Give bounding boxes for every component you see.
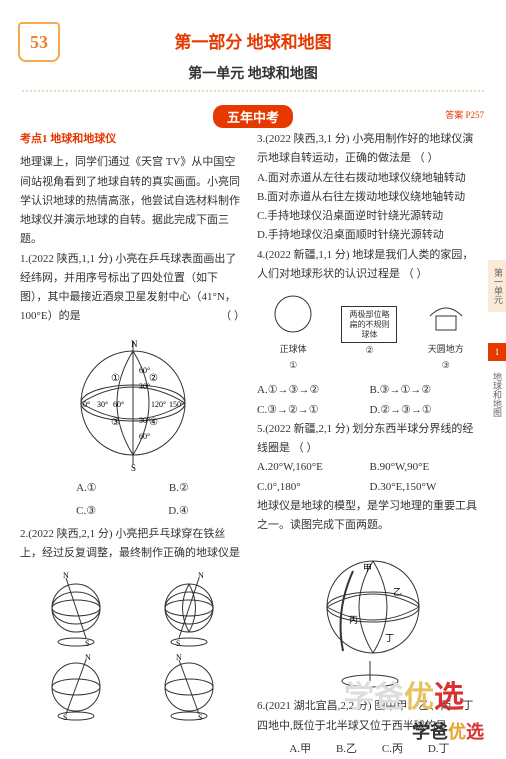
label-n: N bbox=[131, 339, 138, 349]
svg-text:甲: 甲 bbox=[363, 563, 372, 573]
q3-opt-a: A.面对赤道从左往右拨动地球仪绕地轴转动 bbox=[257, 169, 482, 188]
svg-text:150°: 150° bbox=[169, 400, 184, 409]
side-tab-page: 1 bbox=[488, 343, 506, 361]
opt-c: C.③ bbox=[76, 502, 96, 521]
opt-b: B.② bbox=[169, 479, 189, 498]
q5-c: C.0°,180° bbox=[257, 478, 370, 497]
shape3-label: 天圆地方 bbox=[422, 342, 470, 358]
q4-options: A.①→③→② B.③→①→② C.③→②→① D.②→③→① bbox=[257, 381, 482, 420]
svg-text:60°: 60° bbox=[113, 400, 124, 409]
mini-globe-d: N S bbox=[154, 652, 224, 722]
q1-options: A.① B.② bbox=[40, 479, 225, 498]
mini-globe-b: N S bbox=[154, 568, 224, 648]
svg-text:60°: 60° bbox=[139, 432, 150, 441]
globe-on-stand: 甲 乙 丙 丁 bbox=[295, 541, 445, 691]
divider bbox=[20, 90, 486, 92]
q5-post: 地球仪是地球的模型，是学习地理的重要工具之一。读图完成下面两题。 bbox=[257, 497, 482, 536]
part-title: 第一部分 地球和地图 bbox=[0, 28, 506, 53]
svg-text:④: ④ bbox=[149, 417, 158, 428]
svg-text:S: S bbox=[176, 639, 180, 648]
svg-text:S: S bbox=[85, 639, 89, 648]
right-column: 3.(2022 陕西,3,1 分) 小亮用制作好的地球仪演示地球自转运动，正确的… bbox=[257, 130, 482, 730]
q4-c: C.③→②→① bbox=[257, 401, 370, 420]
watermark-2: 学爸优选 bbox=[412, 718, 484, 744]
side-tab-chapter: 地球和地图 bbox=[488, 368, 506, 421]
svg-text:丁: 丁 bbox=[385, 633, 394, 643]
svg-text:丙: 丙 bbox=[349, 615, 358, 625]
q3-opt-b: B.面对赤道从右往左拨动地球仪绕地轴转动 bbox=[257, 188, 482, 207]
question-1: 1.(2022 陕西,1,1 分) 小亮在乒乓球表面画出了经纬网，并用序号标出了… bbox=[20, 250, 245, 327]
q1-text: 1.(2022 陕西,1,1 分) 小亮在乒乓球表面画出了经纬网，并用序号标出了… bbox=[20, 253, 236, 323]
shape-3: 天圆地方 ③ bbox=[422, 292, 470, 373]
question-2: 2.(2022 陕西,2,1 分) 小亮把乒乓球穿在铁丝上，经过反复调整，最终制… bbox=[20, 525, 245, 564]
mini-globe-c: N S bbox=[41, 652, 111, 722]
opt-a: A.① bbox=[76, 479, 97, 498]
globe-row-2: N S N S bbox=[20, 652, 245, 722]
shape1-label: 正球体 bbox=[269, 342, 317, 358]
svg-text:②: ② bbox=[149, 373, 158, 384]
mini-globe-a: N S bbox=[41, 568, 111, 648]
svg-text:③: ③ bbox=[111, 417, 120, 428]
q6-c: C.丙 bbox=[382, 740, 403, 759]
q4-b: B.③→①→② bbox=[370, 381, 483, 400]
shape2-label: 两极部位略扁的不规则球体 bbox=[341, 306, 397, 343]
q5-a: A.20°W,160°E bbox=[257, 458, 370, 477]
svg-text:N: N bbox=[198, 571, 204, 580]
shape-2: 两极部位略扁的不规则球体 ② bbox=[341, 306, 397, 359]
q4-d: D.②→③→① bbox=[370, 401, 483, 420]
q2-text: 2.(2022 陕西,2,1 分) 小亮把乒乓球穿在铁丝上，经过反复调整，最终制… bbox=[20, 528, 240, 559]
svg-text:S: S bbox=[198, 713, 202, 722]
shape-row: 正球体 ① 两极部位略扁的不规则球体 ② 天圆地方 ③ bbox=[257, 292, 482, 373]
q4-a: A.①→③→② bbox=[257, 381, 370, 400]
svg-text:N: N bbox=[176, 653, 182, 662]
q3-opt-d: D.手持地球仪沿桌面顺时针绕光源转动 bbox=[257, 226, 482, 245]
q1-blank: （ ） bbox=[220, 307, 245, 326]
q6-a: A.甲 bbox=[289, 740, 311, 759]
side-tab-unit: 第一单元 bbox=[488, 260, 506, 312]
svg-text:S: S bbox=[63, 713, 67, 722]
answer-ref: 答案 P257 bbox=[445, 108, 484, 121]
globe-diagram-1: N S 0° 30° 60° 120° 150° 60° 30° 30° 60°… bbox=[63, 333, 203, 473]
kaodian-heading: 考点1 地球和地球仪 bbox=[20, 130, 245, 149]
unit-title: 第一单元 地球和地图 bbox=[0, 63, 506, 83]
question-4: 4.(2022 新疆,1,1 分) 地球是我们人类的家园，人们对地球形状的认识过… bbox=[257, 246, 482, 285]
svg-text:120°: 120° bbox=[151, 400, 166, 409]
q6-b: B.乙 bbox=[336, 740, 357, 759]
shape-1: 正球体 ① bbox=[269, 292, 317, 373]
label-s: S bbox=[131, 463, 136, 473]
svg-text:N: N bbox=[63, 571, 69, 580]
svg-text:N: N bbox=[85, 653, 91, 662]
svg-text:乙: 乙 bbox=[393, 587, 402, 597]
svg-text:①: ① bbox=[111, 373, 120, 384]
svg-text:0°: 0° bbox=[83, 400, 90, 409]
q5-options: A.20°W,160°E B.90°W,90°E C.0°,180° D.30°… bbox=[257, 458, 482, 497]
opt-d: D.④ bbox=[168, 502, 189, 521]
content: 考点1 地球和地球仪 地理课上，同学们通过《天宫 TV》从中国空间站视角看到了地… bbox=[20, 130, 482, 730]
svg-text:30°: 30° bbox=[97, 400, 108, 409]
exam-badge: 五年中考 bbox=[213, 105, 293, 128]
q1-options-2: C.③ D.④ bbox=[40, 502, 225, 521]
header: 第一部分 地球和地图 第一单元 地球和地图 bbox=[0, 20, 506, 83]
globe-row-1: N S N S bbox=[20, 568, 245, 648]
left-column: 考点1 地球和地球仪 地理课上，同学们通过《天宫 TV》从中国空间站视角看到了地… bbox=[20, 130, 245, 730]
intro-text: 地理课上，同学们通过《天宫 TV》从中国空间站视角看到了地球自转的真实画面。小亮… bbox=[20, 153, 245, 249]
q5-b: B.90°W,90°E bbox=[370, 458, 483, 477]
question-3: 3.(2022 陕西,3,1 分) 小亮用制作好的地球仪演示地球自转运动，正确的… bbox=[257, 130, 482, 169]
q3-opt-c: C.手持地球仪沿桌面逆时针绕光源转动 bbox=[257, 207, 482, 226]
q5-d: D.30°E,150°W bbox=[370, 478, 483, 497]
question-5: 5.(2022 新疆,2,1 分) 划分东西半球分界线的经线圈是 （ ） bbox=[257, 420, 482, 459]
